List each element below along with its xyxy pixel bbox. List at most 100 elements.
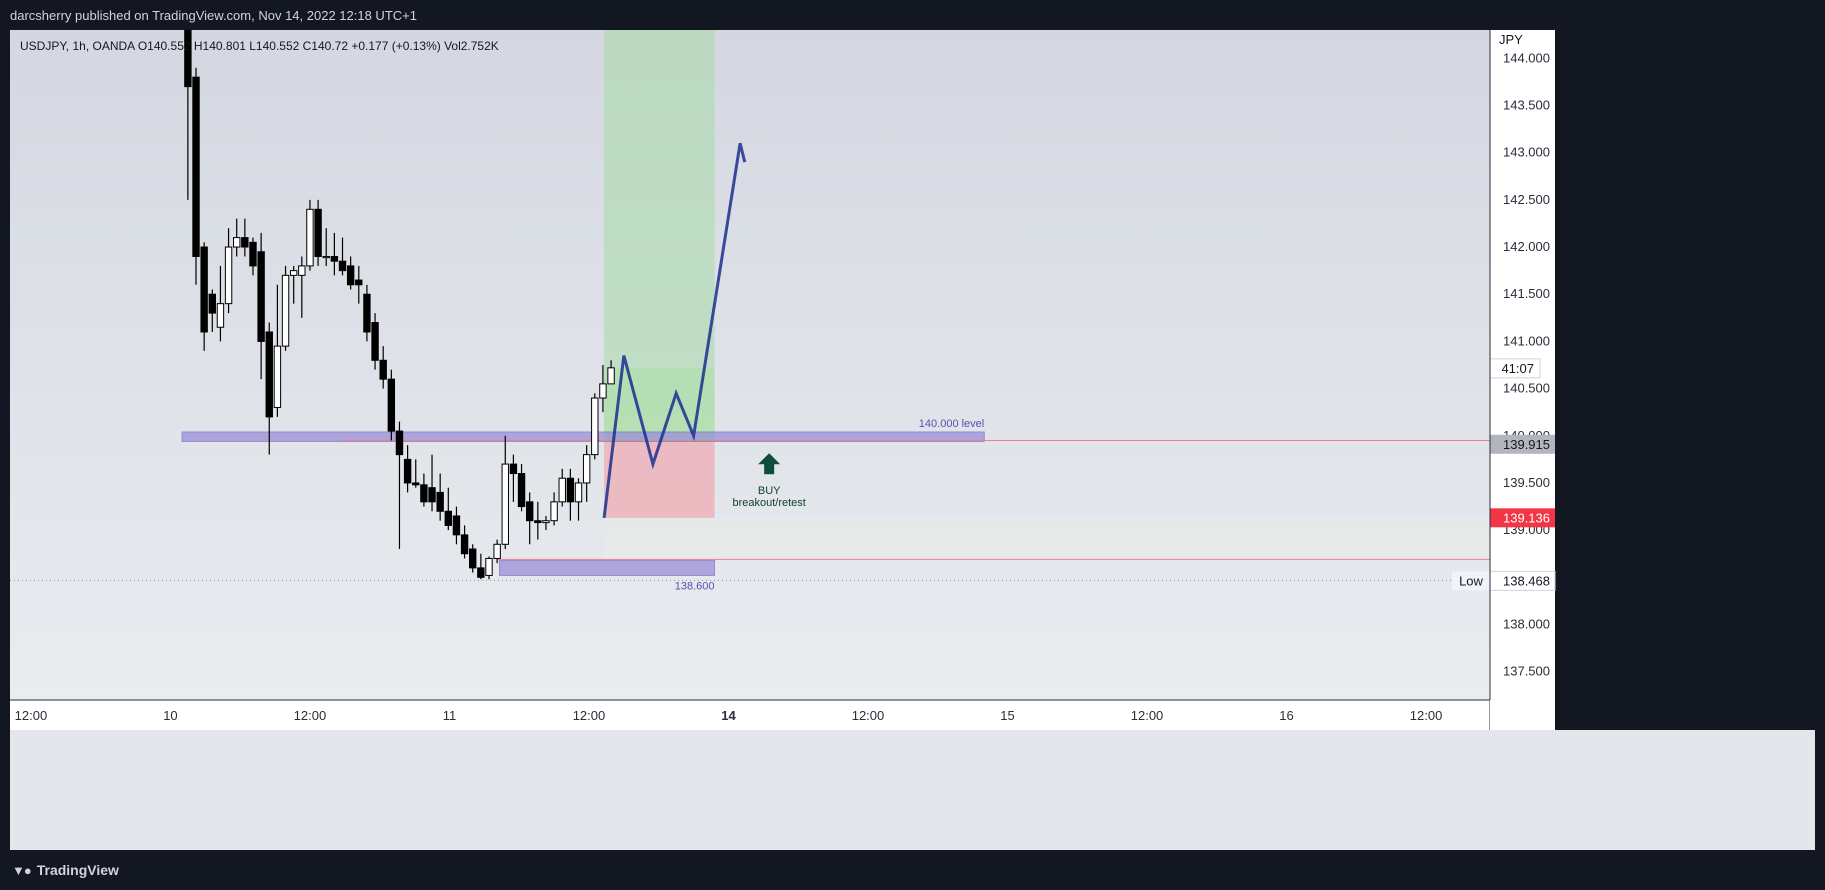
candle[interactable] xyxy=(371,313,379,370)
axis-corner xyxy=(1490,700,1555,730)
candle[interactable] xyxy=(216,265,225,342)
candle[interactable] xyxy=(306,199,314,271)
low-tag-label: Low xyxy=(1459,573,1483,588)
candle[interactable] xyxy=(517,464,526,512)
candle-body xyxy=(428,487,436,503)
countdown-label: 41:07 xyxy=(1501,361,1534,376)
candle[interactable] xyxy=(599,365,607,413)
candle-body xyxy=(379,359,387,380)
y-tick-label: 141.000 xyxy=(1503,333,1550,348)
level-price-badge xyxy=(1490,434,1555,454)
candle[interactable] xyxy=(582,445,591,502)
candle[interactable] xyxy=(542,515,550,531)
brand-label: TradingView xyxy=(36,862,119,878)
y-tick-label: 138.000 xyxy=(1503,617,1550,632)
candle[interactable] xyxy=(469,544,477,573)
candle-body xyxy=(509,463,518,475)
candle[interactable] xyxy=(338,237,347,276)
candle[interactable] xyxy=(566,468,575,521)
candle[interactable] xyxy=(249,237,257,276)
candle-body xyxy=(420,484,428,503)
candle[interactable] xyxy=(224,228,233,314)
candle-body xyxy=(314,208,322,257)
candle[interactable] xyxy=(550,492,558,526)
candle[interactable] xyxy=(460,525,469,559)
currency-label: JPY xyxy=(1499,32,1523,47)
candle[interactable] xyxy=(257,232,265,380)
candle[interactable] xyxy=(436,473,444,521)
candle[interactable] xyxy=(509,454,518,502)
candle[interactable] xyxy=(395,421,404,550)
candle-body xyxy=(558,477,566,503)
candle-body xyxy=(517,473,526,508)
candle-body xyxy=(591,397,599,456)
candle[interactable] xyxy=(281,265,290,351)
candle[interactable] xyxy=(184,30,192,200)
x-tick-label: 15 xyxy=(1000,708,1014,723)
candle[interactable] xyxy=(200,242,208,351)
candle[interactable] xyxy=(192,67,200,285)
candle[interactable] xyxy=(355,265,363,304)
candle-body xyxy=(281,274,290,347)
candle[interactable] xyxy=(387,369,396,441)
y-tick-label: 143.000 xyxy=(1503,145,1550,160)
y-tick-label: 142.000 xyxy=(1503,239,1550,254)
current-price-badge xyxy=(1490,508,1555,528)
candle[interactable] xyxy=(444,487,453,531)
y-tick-label: 143.500 xyxy=(1503,97,1550,112)
candle[interactable] xyxy=(525,492,534,545)
candle[interactable] xyxy=(241,218,249,257)
candle-body xyxy=(208,293,216,314)
y-tick-label: 137.500 xyxy=(1503,664,1550,679)
candle[interactable] xyxy=(452,506,461,545)
candle[interactable] xyxy=(273,284,282,417)
candle[interactable] xyxy=(477,553,485,580)
upper-zone[interactable] xyxy=(181,431,985,442)
candle-body xyxy=(582,454,591,484)
candle-body xyxy=(330,255,339,262)
candle[interactable] xyxy=(591,393,599,460)
candle[interactable] xyxy=(428,454,436,512)
candle[interactable] xyxy=(233,218,241,257)
pale-band xyxy=(604,517,1490,560)
lower-zone[interactable] xyxy=(498,559,716,576)
candle[interactable] xyxy=(420,473,428,507)
candle[interactable] xyxy=(289,265,298,304)
candle[interactable] xyxy=(574,478,583,521)
candle-body xyxy=(485,557,493,576)
candle[interactable] xyxy=(208,289,216,332)
candle[interactable] xyxy=(412,459,420,488)
profit-box[interactable] xyxy=(604,367,715,443)
symbol-legend[interactable]: USDJPY, 1h, OANDA O140.552 H140.801 L140… xyxy=(20,39,499,53)
time-axis-panel[interactable] xyxy=(10,700,1490,730)
candle[interactable] xyxy=(298,256,306,318)
buy-label: BUY xyxy=(758,485,781,497)
stop-zone[interactable] xyxy=(604,442,715,518)
candle[interactable] xyxy=(607,360,615,385)
tradingview-brand[interactable]: ▼● TradingView xyxy=(12,862,119,878)
plot-background[interactable] xyxy=(10,30,1490,700)
buy-arrow-icon[interactable] xyxy=(758,453,781,475)
candle[interactable] xyxy=(330,232,339,276)
candle[interactable] xyxy=(322,228,330,266)
projection-path[interactable] xyxy=(602,142,747,519)
publish-line: darcsherry published on TradingView.com,… xyxy=(10,8,417,23)
x-tick-label: 14 xyxy=(721,708,736,723)
candle[interactable] xyxy=(485,556,493,580)
candle[interactable] xyxy=(403,445,412,493)
candle-body xyxy=(395,430,404,456)
candle[interactable] xyxy=(265,322,273,455)
candle-body xyxy=(566,477,575,503)
candle[interactable] xyxy=(346,256,355,290)
chart-area[interactable]: 140.000 level 138.600 BUY breakout/retest JP… xyxy=(10,30,1815,850)
candle[interactable] xyxy=(534,501,542,540)
candle[interactable] xyxy=(314,199,322,266)
candle[interactable] xyxy=(558,468,566,507)
candle[interactable] xyxy=(379,346,387,389)
candle-body xyxy=(200,246,208,333)
candle[interactable] xyxy=(363,284,371,342)
candle[interactable] xyxy=(493,539,501,564)
candle-body xyxy=(371,322,379,361)
candle[interactable] xyxy=(501,435,509,550)
